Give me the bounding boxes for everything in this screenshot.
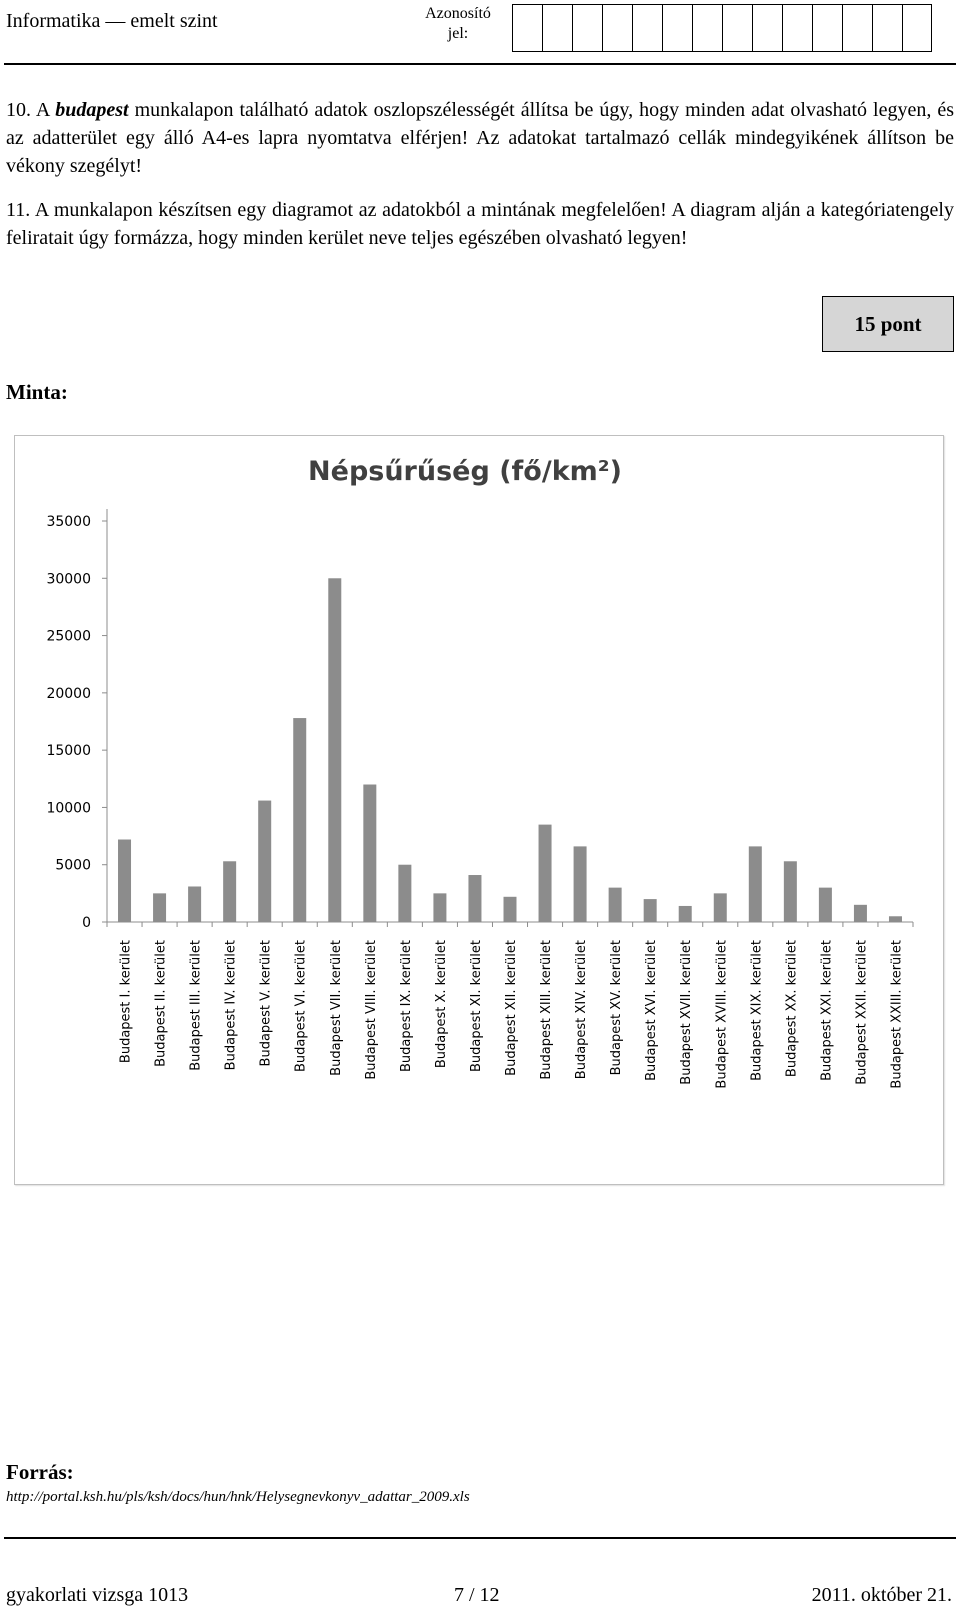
id-box xyxy=(572,4,602,52)
y-tick-label: 5000 xyxy=(55,858,91,874)
bar xyxy=(608,887,622,922)
bar xyxy=(573,846,587,922)
task-10: 10. A budapest munkalapon található adat… xyxy=(6,96,954,180)
x-tick-label: Budapest XVIII. kerület xyxy=(714,940,729,1089)
x-tick-label: Budapest VI. kerület xyxy=(294,940,309,1072)
id-box xyxy=(752,4,782,52)
id-box xyxy=(872,4,902,52)
x-tick-label: Budapest XIII. kerület xyxy=(539,940,554,1080)
task-11-number: 11. xyxy=(6,199,31,221)
bar xyxy=(398,864,412,922)
footer-rule xyxy=(4,1537,956,1539)
y-tick-label: 10000 xyxy=(46,800,91,816)
x-tick-label: Budapest V. kerület xyxy=(259,940,274,1066)
bar xyxy=(363,784,377,922)
id-box xyxy=(902,4,932,52)
x-tick-label: Budapest XI. kerület xyxy=(469,940,484,1072)
source-url: http://portal.ksh.hu/pls/ksh/docs/hun/hn… xyxy=(6,1489,470,1505)
x-tick-label: Budapest XX. kerület xyxy=(784,940,799,1077)
x-tick-label: Budapest XIX. kerület xyxy=(749,940,764,1081)
id-box xyxy=(512,4,542,52)
id-box xyxy=(722,4,752,52)
bar xyxy=(503,896,517,922)
source-label: Forrás: xyxy=(6,1460,74,1484)
header-rule xyxy=(4,63,956,65)
id-box xyxy=(812,4,842,52)
x-tick-label: Budapest XVI. kerület xyxy=(644,940,659,1081)
y-tick-label: 20000 xyxy=(46,686,91,702)
points-box: 15 pont xyxy=(822,296,954,352)
task-10-sheet-name: budapest xyxy=(55,99,129,121)
id-box xyxy=(692,4,722,52)
x-tick-label: Budapest XIV. kerület xyxy=(574,940,589,1079)
bar xyxy=(643,899,657,922)
task-10-word-a: A xyxy=(35,99,50,121)
id-label-line2: jel: xyxy=(447,25,469,42)
bar xyxy=(223,861,237,922)
bar xyxy=(118,839,132,922)
task-11-text: A munkalapon készítsen egy diagramot az … xyxy=(6,199,954,249)
id-boxes xyxy=(512,4,932,52)
bar-chart: Népsűrűség (fő/km²) 0 5000 10000 15000 20000… xyxy=(46,456,914,1089)
bar xyxy=(153,893,167,922)
id-label: Azonosító jel: xyxy=(418,4,498,44)
x-tick-label: Budapest II. kerület xyxy=(154,940,169,1067)
bar xyxy=(853,904,867,922)
task-10-number: 10. xyxy=(6,99,31,121)
task-11: 11. A munkalapon készítsen egy diagramot… xyxy=(6,196,954,252)
x-tick-label: Budapest XII. kerület xyxy=(504,940,519,1076)
footer-page: 7 / 12 xyxy=(454,1584,500,1606)
id-box xyxy=(542,4,572,52)
bar xyxy=(433,893,447,922)
bar xyxy=(888,916,902,922)
bar xyxy=(468,875,482,922)
bar xyxy=(713,893,727,922)
x-tick-label: Budapest I. kerület xyxy=(119,940,134,1063)
x-tick-label: Budapest IV. kerület xyxy=(224,940,239,1070)
task-10-text: munkalapon található adatok oszlopszéles… xyxy=(6,99,955,177)
x-tick-label: Budapest XV. kerület xyxy=(609,940,624,1075)
bar xyxy=(818,887,832,922)
x-tick-label: Budapest X. kerület xyxy=(434,940,449,1068)
x-tick-label: Budapest VIII. kerület xyxy=(364,940,379,1080)
id-box xyxy=(842,4,872,52)
bar xyxy=(328,578,342,922)
id-box xyxy=(662,4,692,52)
bar xyxy=(538,824,552,922)
x-tick-label: Budapest XXIII. kerület xyxy=(889,940,904,1089)
id-box xyxy=(602,4,632,52)
bar xyxy=(293,718,307,922)
bar xyxy=(678,905,692,922)
x-tick-label: Budapest III. kerület xyxy=(189,940,204,1071)
header-subject: Informatika — emelt szint xyxy=(6,10,218,32)
y-tick-label: 25000 xyxy=(46,629,91,645)
x-tick-label: Budapest XXII. kerület xyxy=(854,940,869,1085)
x-tick-label: Budapest IX. kerület xyxy=(399,940,414,1072)
chart-frame: Népsűrűség (fő/km²) 0 5000 10000 15000 20000… xyxy=(14,435,944,1185)
y-tick-label: 15000 xyxy=(46,743,91,759)
y-tick-label: 35000 xyxy=(46,514,91,530)
footer-date: 2011. október 21. xyxy=(811,1584,952,1606)
footer-exam: gyakorlati vizsga 1013 xyxy=(6,1584,189,1606)
bar xyxy=(188,886,202,922)
x-tick-label: Budapest XVII. kerület xyxy=(679,940,694,1085)
x-tick-label: Budapest XXI. kerület xyxy=(819,940,834,1081)
id-box xyxy=(632,4,662,52)
minta-label: Minta: xyxy=(6,380,68,404)
bar xyxy=(258,800,272,922)
chart-title: Népsűrűség (fő/km²) xyxy=(308,456,622,487)
id-box xyxy=(782,4,812,52)
y-tick-label: 0 xyxy=(82,915,91,931)
bar xyxy=(783,861,797,922)
y-tick-label: 30000 xyxy=(46,571,91,587)
x-tick-label: Budapest VII. kerület xyxy=(329,940,344,1076)
id-label-line1: Azonosító xyxy=(425,5,491,22)
bar xyxy=(748,846,762,922)
